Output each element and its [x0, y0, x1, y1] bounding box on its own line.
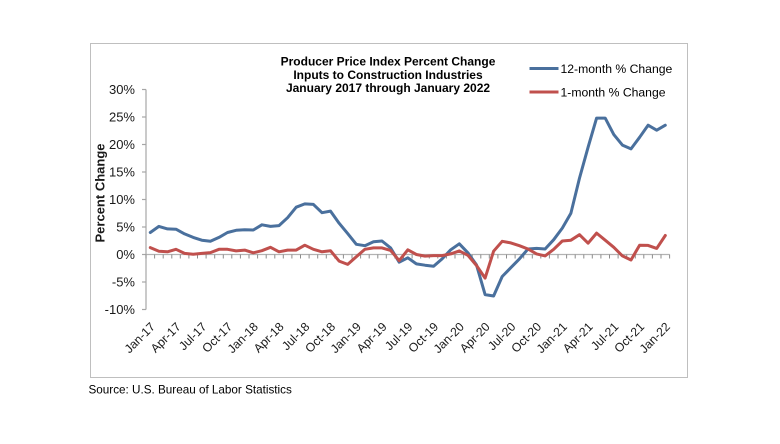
svg-text:5%: 5%: [116, 220, 135, 235]
svg-text:-10%: -10%: [105, 302, 136, 317]
svg-text:12-month % Change: 12-month % Change: [561, 62, 673, 76]
svg-text:25%: 25%: [109, 110, 135, 125]
svg-text:January 2017 through January 2: January 2017 through January 2022: [286, 81, 490, 95]
svg-text:1-month % Change: 1-month % Change: [561, 86, 666, 100]
svg-text:20%: 20%: [109, 137, 135, 152]
svg-text:Inputs to Construction Industr: Inputs to Construction Industries: [293, 68, 483, 82]
svg-text:Producer Price Index Percent C: Producer Price Index Percent Change: [281, 55, 496, 69]
svg-text:15%: 15%: [109, 165, 135, 180]
svg-text:-5%: -5%: [112, 275, 136, 290]
svg-text:Percent Change: Percent Change: [93, 144, 108, 243]
svg-text:30%: 30%: [109, 82, 135, 97]
svg-text:Source: U.S. Bureau of Labor S: Source: U.S. Bureau of Labor Statistics: [89, 384, 292, 397]
svg-text:10%: 10%: [109, 192, 135, 207]
svg-text:0%: 0%: [116, 247, 135, 262]
